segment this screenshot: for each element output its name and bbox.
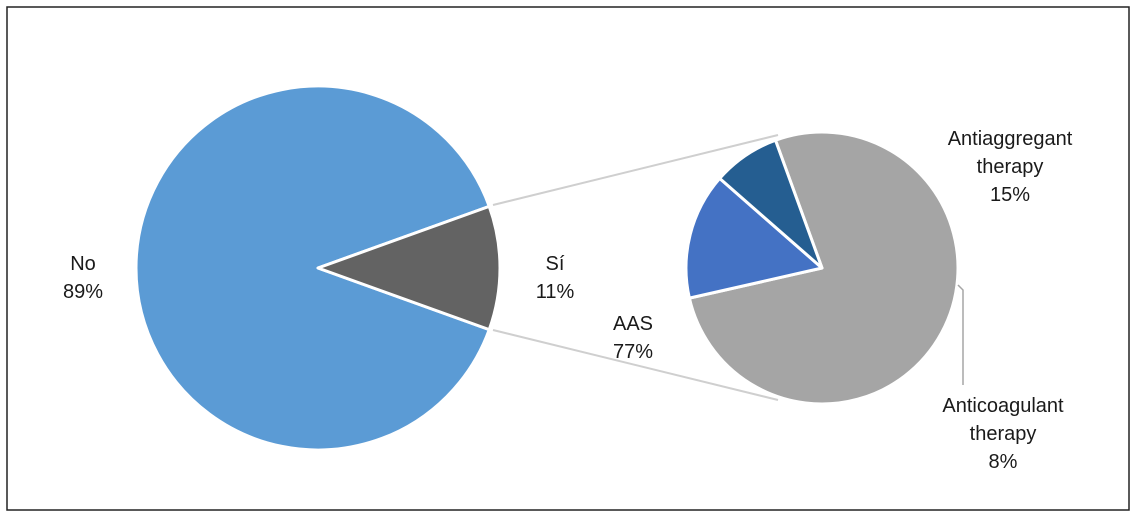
- leader-line-anticoagulant: [957, 284, 964, 385]
- sub-pie: [684, 130, 960, 406]
- label-no-name: No: [70, 253, 96, 275]
- label-si-name: Sí: [546, 253, 565, 275]
- label-anticoagulant-line1: Anticoagulant: [942, 395, 1064, 417]
- pie-slice-antiaggregant-therapy: [684, 176, 824, 300]
- label-antiaggregant-line2: therapy: [977, 156, 1044, 178]
- label-aas-name: AAS: [613, 313, 653, 335]
- label-anticoagulant-value: 8%: [989, 451, 1018, 473]
- label-aas-value: 77%: [613, 341, 653, 363]
- main-pie: [134, 84, 502, 452]
- label-no-value: 89%: [63, 281, 103, 303]
- pie-slice-no: [134, 84, 491, 452]
- label-antiaggregant-line1: Antiaggregant: [948, 128, 1073, 150]
- pie-slice-anticoagulant-therapy: [718, 138, 824, 270]
- pie-slice-aas: [687, 130, 960, 406]
- pie-slice-si: [316, 204, 502, 332]
- connector-line-bottom: [492, 329, 779, 401]
- label-anticoagulant-line2: therapy: [970, 423, 1037, 445]
- connector-line-top: [492, 134, 779, 206]
- label-si-value: 11%: [536, 281, 575, 303]
- label-antiaggregant-value: 15%: [990, 184, 1030, 206]
